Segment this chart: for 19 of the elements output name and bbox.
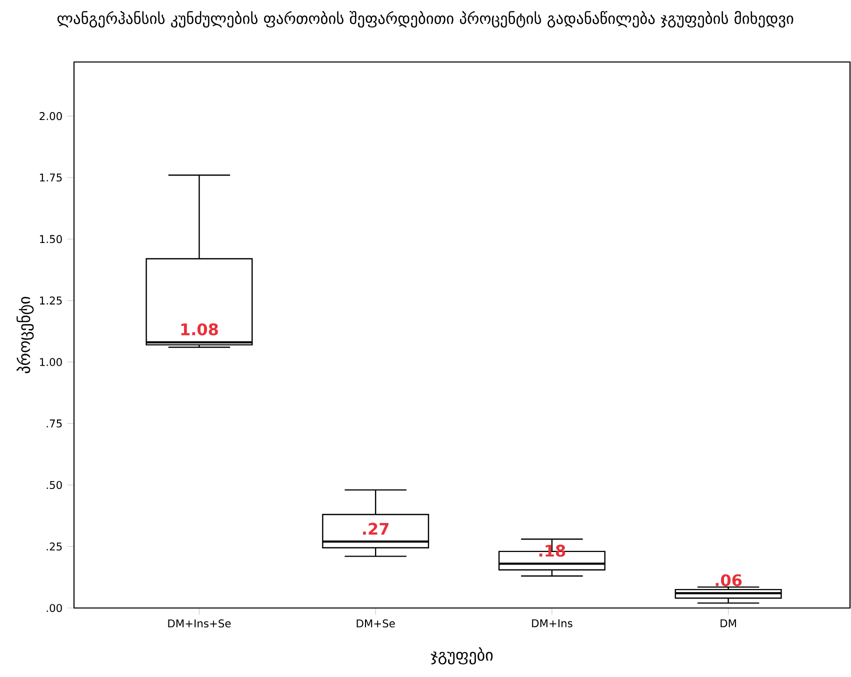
y-tick-label: 1.75 [40, 174, 62, 182]
y-axis-title: პროცენტი [16, 296, 34, 374]
y-tick-label: .50 [46, 480, 62, 490]
annotation: .27 [363, 522, 388, 535]
x-tick-label: DM+Ins+Se [168, 619, 231, 628]
x-tick-label: DM+Se [356, 619, 395, 628]
y-tick-label: 2.00 [40, 112, 62, 120]
y-tick-label: 1.00 [40, 358, 62, 366]
x-tick-label: DM+Ins [532, 619, 572, 628]
y-tick-label: 1.25 [40, 296, 62, 305]
annotation: .06 [716, 574, 742, 586]
y-tick-label: .75 [46, 420, 62, 428]
y-tick-label: 1.50 [40, 235, 62, 244]
y-tick-label: .00 [46, 604, 62, 612]
x-axis-title: ჯგუფები [430, 647, 493, 664]
chart-title: ლანგერჰანსის კუნძულების ფართობის შეფარდებითი პროცენტის გადანაწილება ჯგუფების მიხედვი [57, 11, 794, 28]
y-tick-label: .25 [46, 542, 62, 551]
annotation: 1.08 [181, 323, 218, 336]
x-tick-label: DM [720, 619, 736, 628]
